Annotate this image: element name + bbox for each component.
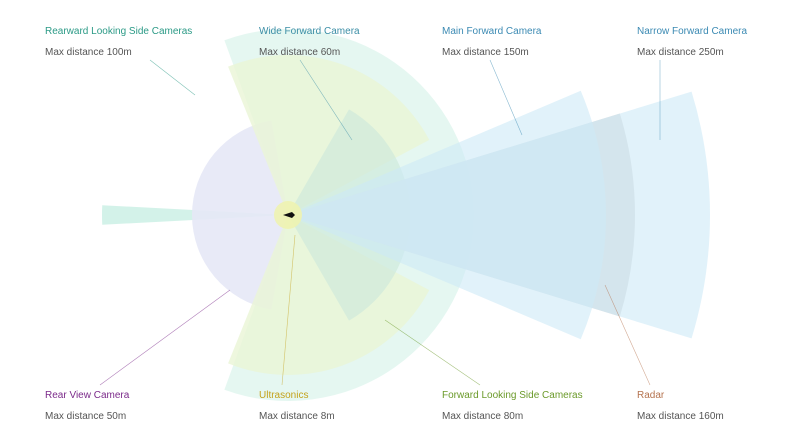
label-subtitle: Max distance 150m (442, 47, 529, 58)
narrow-forward (288, 91, 710, 339)
coverage-areas (101, 28, 710, 401)
label-subtitle: Max distance 80m (442, 411, 523, 422)
label-title: Ultrasonics (259, 390, 308, 401)
leader-line (489, 59, 523, 136)
leader-line (384, 319, 481, 386)
labels: Rearward Looking Side Cameras Max distanc… (45, 26, 747, 422)
label-subtitle: Max distance 60m (259, 47, 340, 58)
leader-line (299, 59, 353, 141)
leader-line (604, 284, 651, 386)
rear-view (192, 120, 288, 310)
leader-line (149, 59, 196, 96)
leader-lines (99, 59, 661, 386)
label-title: Narrow Forward Camera (637, 26, 747, 37)
label-subtitle: Max distance 100m (45, 47, 132, 58)
label-title: Wide Forward Camera (259, 26, 360, 37)
label-title: Rear View Camera (45, 390, 130, 401)
label-subtitle: Max distance 250m (637, 47, 724, 58)
label-title: Forward Looking Side Cameras (442, 390, 583, 401)
label-subtitle: Max distance 50m (45, 411, 126, 422)
leader-line (281, 234, 296, 386)
leader-line (99, 289, 231, 386)
side-forward-lower (228, 215, 430, 375)
label-title: Rearward Looking Side Cameras (45, 26, 192, 37)
car-icon (283, 212, 295, 218)
label-title: Radar (637, 390, 665, 401)
label-subtitle: Max distance 160m (637, 411, 724, 422)
side-forward-upper (228, 54, 430, 215)
label-subtitle: Max distance 8m (259, 411, 335, 422)
label-title: Main Forward Camera (442, 26, 542, 37)
